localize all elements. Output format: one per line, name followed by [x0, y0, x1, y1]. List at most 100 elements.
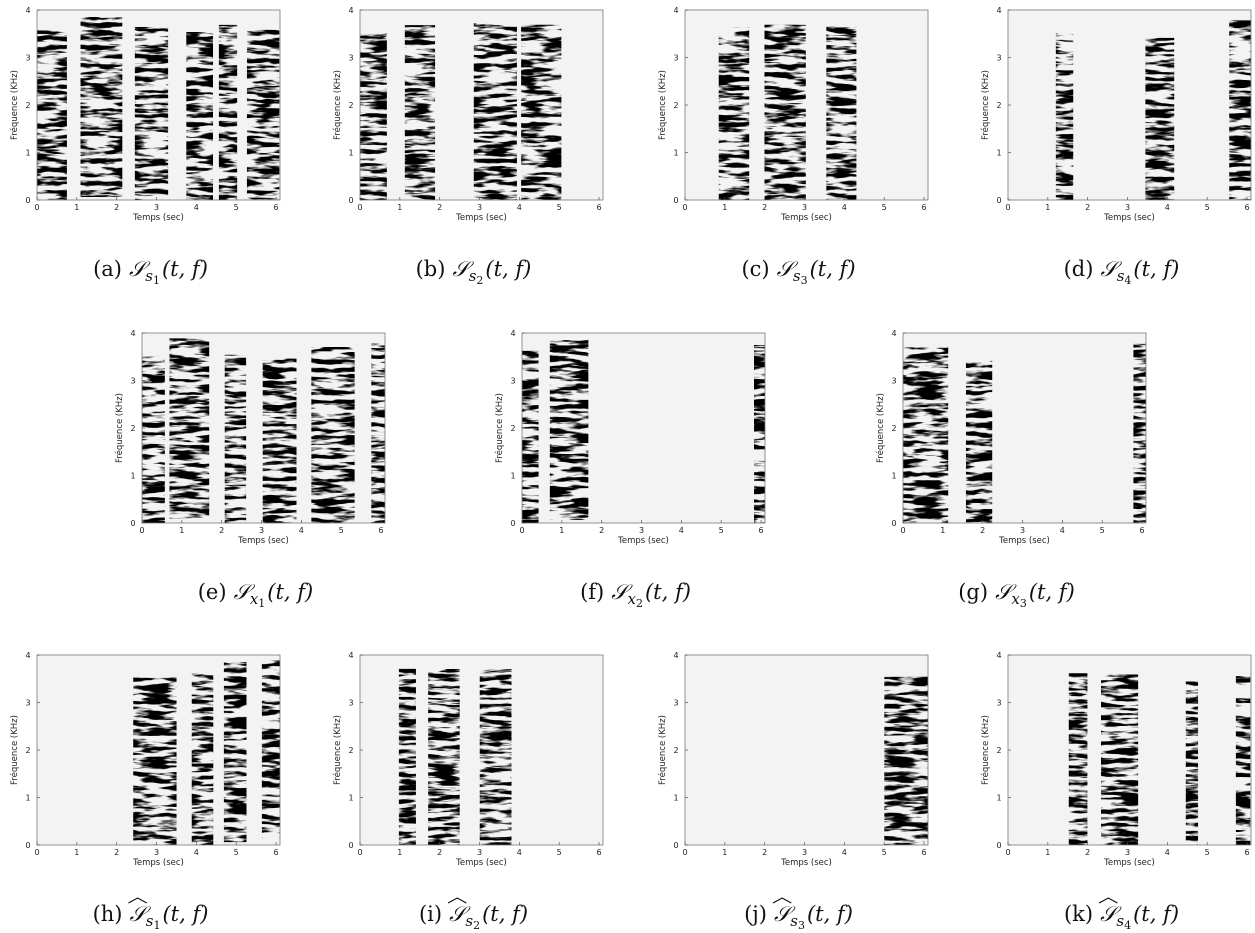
panel: 0 1 2 3 4 5 6 0 1 2 3 4 Temps (sec) Fréquence (KHz) (k…: [980, 651, 1252, 932]
panel: 0 1 2 3 4 5 6 0 1 2 3 4 Temps (sec) Fréquence (KHz) (i…: [332, 651, 604, 932]
hat: [1098, 897, 1118, 904]
y-tick-label: 1: [673, 794, 678, 803]
y-tick-label: 0: [891, 519, 896, 528]
spectrogram: [718, 24, 857, 200]
caption-args: (t, f): [1133, 257, 1179, 281]
x-tick-label: 3: [802, 848, 807, 857]
x-tick-label: 2: [980, 526, 985, 535]
x-tick-label: 5: [557, 848, 562, 857]
x-tick-label: 2: [114, 203, 119, 212]
caption-args: (t, f): [1133, 902, 1179, 926]
x-tick-label: 4: [194, 848, 199, 857]
caption-args: (t, f): [1029, 580, 1075, 604]
y-tick-label: 0: [348, 841, 353, 850]
x-tick-label: 4: [842, 848, 847, 857]
x-tick-label: 2: [762, 203, 767, 212]
x-tick-label: 5: [339, 526, 344, 535]
x-tick-label: 5: [234, 203, 239, 212]
y-tick-label: 1: [891, 472, 896, 481]
x-tick-label: 1: [722, 203, 727, 212]
x-tick-label: 5: [1100, 526, 1105, 535]
caption: (f) 𝒮x2(t, f): [580, 580, 691, 610]
x-tick-label: 3: [1020, 526, 1025, 535]
y-axis-label: Fréquence (KHz): [657, 70, 668, 140]
x-tick-label: 6: [758, 526, 763, 535]
x-tick-label: 1: [1045, 848, 1050, 857]
x-tick-label: 4: [517, 203, 522, 212]
y-axis-label: Fréquence (KHz): [657, 715, 668, 785]
panel: 0 1 2 3 4 5 6 0 1 2 3 4 Temps (sec) Fréquence (KHz) (d…: [980, 6, 1252, 287]
hat: [447, 897, 467, 904]
y-tick-label: 0: [130, 519, 135, 528]
x-tick-label: 1: [940, 526, 945, 535]
y-tick-label: 3: [510, 377, 515, 386]
panel: 0 1 2 3 4 5 6 0 1 2 3 4 Temps (sec) Fréquence (KHz) (c…: [657, 6, 929, 287]
caption-index: 4: [1124, 919, 1131, 932]
x-axis-label: Temps (sec): [780, 213, 832, 223]
x-tick-label: 3: [259, 526, 264, 535]
caption-label: (i): [419, 902, 442, 926]
caption-label: (h): [93, 902, 123, 926]
panel: 0 1 2 3 4 5 6 0 1 2 3 4 Temps (sec) Fréquence (KHz) (j…: [657, 651, 929, 932]
y-tick-label: 3: [996, 54, 1001, 63]
caption: (c) 𝒮s3(t, f): [741, 257, 855, 287]
y-tick-label: 4: [510, 329, 515, 338]
y-tick-label: 3: [130, 377, 135, 386]
y-tick-label: 1: [130, 472, 135, 481]
y-axis-label: Fréquence (KHz): [9, 715, 20, 785]
x-tick-label: 4: [1165, 203, 1170, 212]
y-tick-label: 1: [25, 794, 30, 803]
caption: (g) 𝒮x3(t, f): [958, 580, 1075, 610]
x-tick-label: 6: [921, 203, 926, 212]
x-tick-label: 2: [437, 203, 442, 212]
y-tick-label: 1: [348, 149, 353, 158]
x-tick-label: 5: [719, 526, 724, 535]
y-tick-label: 0: [996, 196, 1001, 205]
y-tick-label: 2: [996, 101, 1001, 110]
x-tick-label: 2: [219, 526, 224, 535]
x-tick-label: 5: [882, 203, 887, 212]
panel: 0 1 2 3 4 5 6 0 1 2 3 4 Temps (sec) Fréquence (KHz) (a…: [9, 6, 281, 287]
y-axis-label: Fréquence (KHz): [494, 393, 505, 463]
y-tick-label: 1: [673, 149, 678, 158]
x-tick-label: 5: [557, 203, 562, 212]
y-tick-label: 4: [996, 651, 1001, 660]
caption-label: (c): [741, 257, 769, 281]
caption-index: 1: [153, 919, 160, 932]
caption-sub: s: [793, 267, 801, 285]
y-tick-label: 2: [891, 424, 896, 433]
caption-index: 3: [801, 274, 808, 287]
caption-args: (t, f): [482, 902, 528, 926]
x-tick-label: 5: [882, 848, 887, 857]
y-tick-label: 0: [348, 196, 353, 205]
x-tick-label: 4: [194, 203, 199, 212]
y-tick-label: 2: [673, 746, 678, 755]
y-axis-label: Fréquence (KHz): [980, 715, 991, 785]
x-tick-label: 0: [519, 526, 524, 535]
y-tick-label: 2: [996, 746, 1001, 755]
x-tick-label: 3: [1125, 848, 1130, 857]
caption-index: 3: [798, 919, 805, 932]
x-tick-label: 6: [921, 848, 926, 857]
x-tick-label: 6: [378, 526, 383, 535]
x-tick-label: 6: [596, 848, 601, 857]
caption-sub: x: [1011, 590, 1020, 608]
caption-label: (j): [744, 902, 767, 926]
x-axis-label: Temps (sec): [455, 858, 507, 868]
x-tick-label: 3: [1125, 203, 1130, 212]
y-tick-label: 2: [348, 101, 353, 110]
x-tick-label: 0: [357, 203, 362, 212]
y-tick-label: 3: [348, 699, 353, 708]
y-tick-label: 3: [25, 699, 30, 708]
x-tick-label: 4: [517, 848, 522, 857]
y-tick-label: 1: [996, 149, 1001, 158]
y-tick-label: 1: [996, 794, 1001, 803]
x-tick-label: 6: [1244, 848, 1249, 857]
x-tick-label: 3: [477, 848, 482, 857]
x-tick-label: 0: [1005, 203, 1010, 212]
caption: (b) 𝒮s2(t, f): [416, 257, 532, 287]
y-tick-label: 3: [996, 699, 1001, 708]
caption-index: 2: [473, 919, 480, 932]
y-tick-label: 4: [348, 6, 353, 15]
y-tick-label: 2: [25, 101, 30, 110]
